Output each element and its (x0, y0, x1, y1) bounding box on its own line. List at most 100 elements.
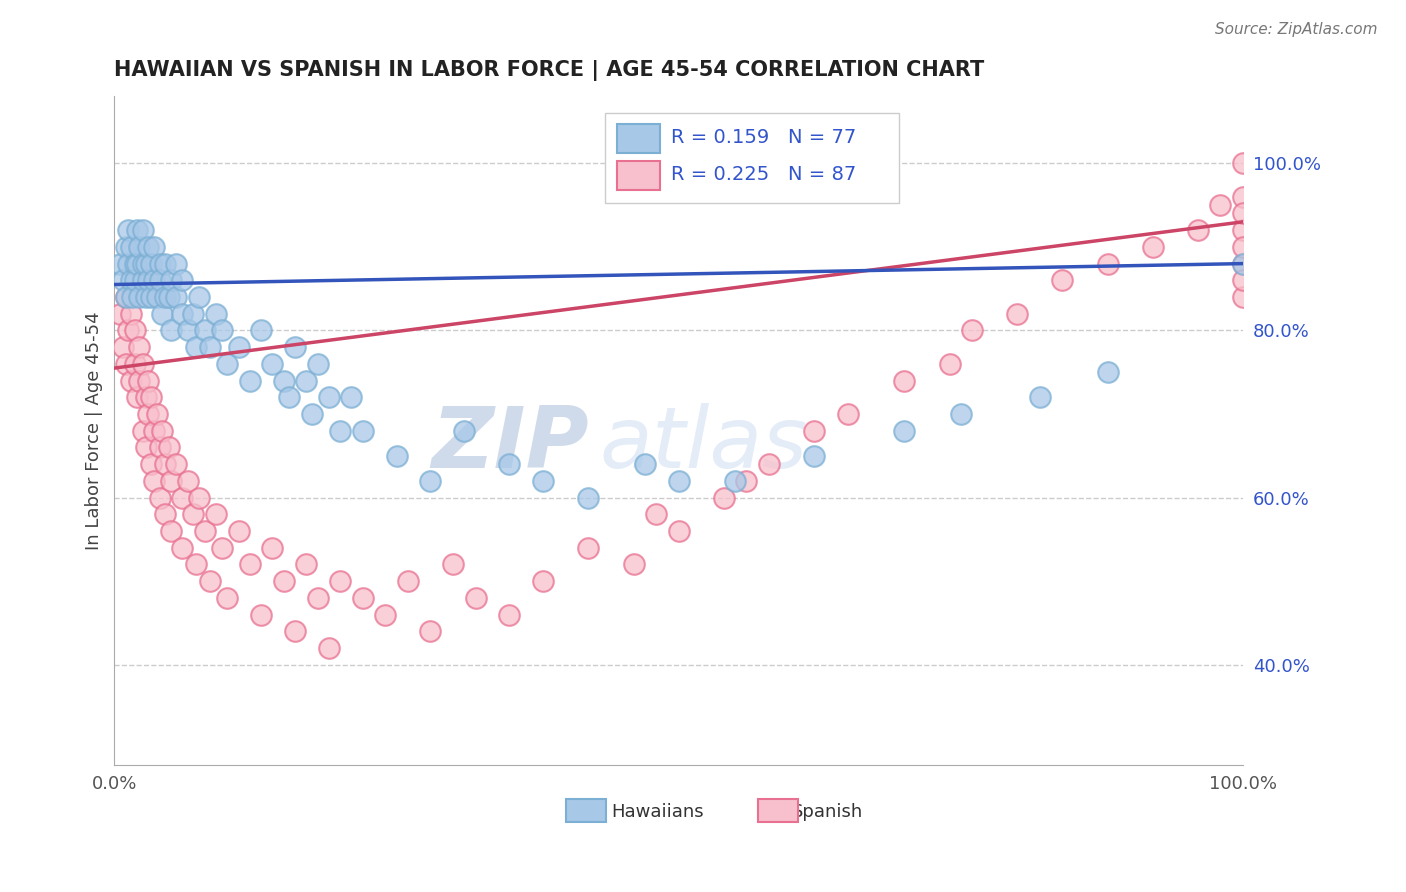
Point (352, 591, 374, 605)
Point (498, 607, 520, 622)
Point (136, 273, 159, 287)
Point (136, 240, 159, 254)
Point (1232, 290, 1254, 304)
Point (148, 491, 170, 505)
Text: ZIP: ZIP (430, 402, 588, 485)
Text: HAWAIIAN VS SPANISH IN LABOR FORCE | AGE 45-54 CORRELATION CHART: HAWAIIAN VS SPANISH IN LABOR FORCE | AGE… (114, 60, 984, 80)
Point (960, 323, 983, 337)
Point (893, 424, 915, 438)
Point (136, 407, 159, 421)
Point (531, 574, 554, 589)
Point (166, 457, 188, 471)
Point (1142, 240, 1164, 254)
Point (1232, 206, 1254, 220)
Point (531, 474, 554, 488)
Point (318, 641, 340, 656)
Point (1232, 223, 1254, 237)
Point (273, 574, 295, 589)
Point (184, 558, 207, 572)
Point (150, 307, 173, 321)
Point (121, 290, 143, 304)
Point (340, 390, 363, 404)
Point (284, 624, 307, 639)
Point (295, 558, 318, 572)
Point (668, 524, 690, 538)
Point (1052, 273, 1074, 287)
Point (262, 541, 284, 555)
Point (131, 223, 153, 237)
Point (938, 357, 960, 371)
Point (228, 340, 250, 354)
Point (576, 541, 599, 555)
Point (108, 257, 131, 271)
Point (114, 357, 136, 371)
Point (125, 390, 148, 404)
Point (949, 407, 972, 421)
Point (194, 323, 217, 337)
Point (893, 374, 915, 388)
Point (645, 508, 668, 522)
Point (668, 474, 690, 488)
Point (139, 390, 162, 404)
Text: R = 0.159   N = 77: R = 0.159 N = 77 (671, 128, 856, 147)
Point (419, 474, 441, 488)
Point (441, 558, 464, 572)
Point (1097, 257, 1119, 271)
Point (120, 374, 142, 388)
Point (117, 257, 139, 271)
Point (184, 340, 207, 354)
Point (131, 424, 153, 438)
Point (117, 223, 139, 237)
Point (1232, 240, 1254, 254)
Point (307, 591, 329, 605)
Point (307, 357, 329, 371)
Point (153, 257, 176, 271)
Point (125, 257, 148, 271)
Text: R = 0.225   N = 87: R = 0.225 N = 87 (671, 165, 856, 184)
Point (278, 390, 301, 404)
Point (188, 491, 211, 505)
Point (160, 323, 183, 337)
Point (114, 240, 136, 254)
Point (318, 390, 340, 404)
Point (166, 290, 188, 304)
Point (239, 558, 262, 572)
Point (120, 240, 142, 254)
Point (1007, 307, 1029, 321)
Point (114, 290, 136, 304)
Point (1232, 257, 1254, 271)
Point (205, 508, 228, 522)
Point (146, 290, 169, 304)
Point (153, 457, 176, 471)
Point (1232, 156, 1254, 170)
Point (124, 323, 146, 337)
Y-axis label: In Labor Force | Age 45-54: In Labor Force | Age 45-54 (86, 311, 103, 550)
Text: atlas: atlas (600, 402, 807, 485)
Point (464, 591, 486, 605)
Point (453, 424, 475, 438)
Point (498, 457, 520, 471)
Point (148, 257, 170, 271)
Point (194, 524, 217, 538)
Point (200, 574, 222, 589)
Point (735, 474, 758, 488)
Point (217, 357, 239, 371)
Point (713, 491, 735, 505)
Text: Hawaiians: Hawaiians (612, 803, 703, 821)
Point (112, 273, 135, 287)
Point (160, 474, 183, 488)
Point (183, 508, 205, 522)
Point (139, 257, 162, 271)
Point (125, 223, 148, 237)
Point (135, 257, 157, 271)
Point (250, 323, 273, 337)
Point (128, 290, 150, 304)
Point (131, 357, 153, 371)
Point (217, 591, 239, 605)
Point (112, 340, 135, 354)
Point (114, 290, 136, 304)
Point (188, 290, 211, 304)
Point (148, 441, 170, 455)
Point (1097, 365, 1119, 379)
Point (146, 407, 169, 421)
